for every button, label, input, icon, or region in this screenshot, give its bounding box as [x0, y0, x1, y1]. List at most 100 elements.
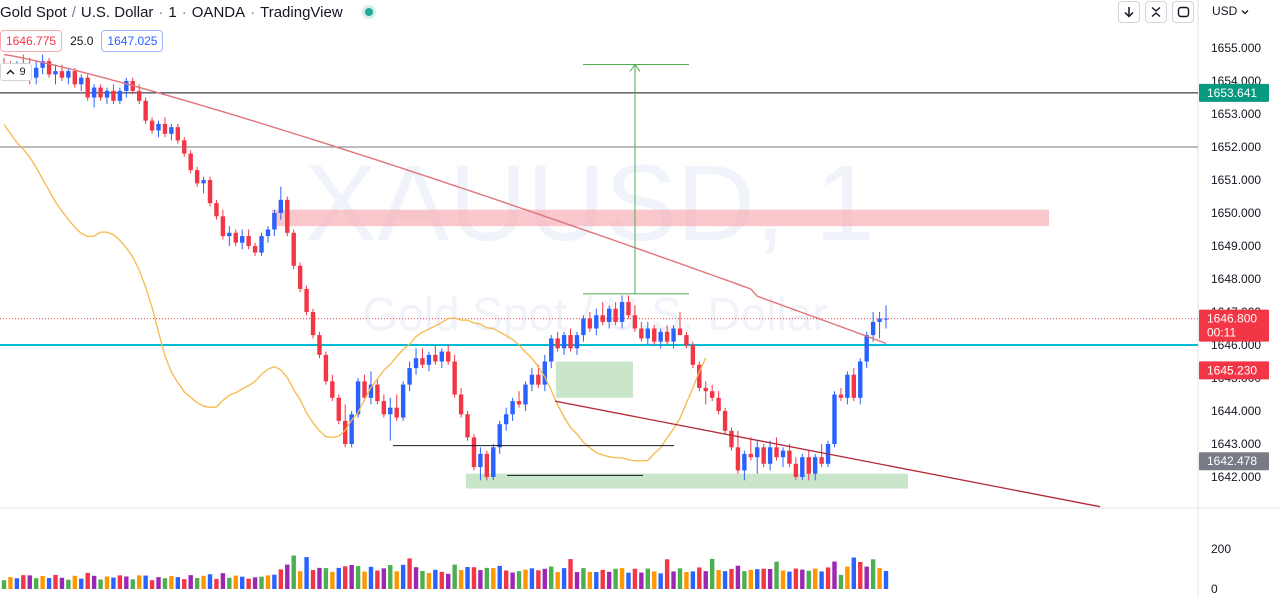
- volume-bar: [864, 566, 869, 589]
- candle-body: [355, 381, 361, 415]
- chevron-down-icon: [1241, 10, 1249, 15]
- volume-bar: [27, 575, 32, 589]
- volume-bar: [130, 579, 135, 589]
- candle-body: [259, 236, 264, 253]
- symbol-header[interactable]: Gold Spot / U.S. Dollar · 1 · OANDA · Tr…: [0, 0, 373, 24]
- candle-body: [104, 90, 110, 98]
- volume-bar: [162, 578, 168, 589]
- price-tag-label: 1645.230: [1207, 363, 1257, 377]
- candle-body: [523, 384, 528, 405]
- price-tick-label: 1644.000: [1211, 404, 1261, 418]
- price-tick-label: 1649.000: [1211, 239, 1261, 253]
- volume-bar: [729, 568, 734, 589]
- spread-value: 25.0: [70, 34, 94, 48]
- volume-bar: [349, 565, 354, 589]
- candle-body: [285, 199, 290, 233]
- candle-body: [561, 335, 567, 349]
- volume-bar: [40, 576, 45, 589]
- volume-bar: [684, 572, 689, 589]
- volume-bar: [336, 567, 341, 589]
- volume-bar: [420, 570, 425, 589]
- volume-bar: [214, 578, 219, 589]
- candle-body: [858, 361, 863, 398]
- candle-body: [33, 67, 39, 78]
- volume-bar: [188, 575, 193, 589]
- volume-bar: [388, 565, 393, 589]
- volume-bar: [33, 578, 39, 589]
- candle-body: [272, 213, 277, 230]
- volume-bar: [510, 572, 515, 589]
- volume-bar: [156, 577, 161, 589]
- candle-body: [787, 450, 792, 464]
- volume-bar: [529, 568, 535, 589]
- collapse-icon[interactable]: [1145, 1, 1167, 23]
- volume-bar: [748, 569, 754, 589]
- candle-body: [420, 358, 425, 365]
- candle-body: [336, 397, 341, 421]
- price-tick-label: 1650.000: [1211, 206, 1261, 220]
- volume-bar: [413, 567, 419, 589]
- candle-body: [182, 140, 187, 154]
- volume-bar: [304, 557, 309, 589]
- candle-body: [851, 374, 857, 398]
- candle-body: [870, 321, 876, 336]
- volume-bar: [381, 568, 387, 589]
- currency-selector[interactable]: USD: [1212, 4, 1249, 18]
- candle-body: [864, 335, 869, 362]
- indicators-toggle[interactable]: 9: [0, 63, 32, 81]
- volume-bar: [800, 569, 805, 589]
- candle-body: [53, 71, 58, 75]
- candle-body: [368, 384, 374, 398]
- fullscreen-icon[interactable]: [1172, 1, 1194, 23]
- candle-body: [806, 457, 811, 474]
- candle-body: [613, 308, 618, 322]
- price-tag: [1199, 361, 1269, 380]
- candle-body: [59, 71, 65, 78]
- volume-bar: [291, 555, 296, 589]
- volume-bar: [227, 577, 232, 589]
- candle-body: [838, 394, 844, 398]
- fast-moving-average-line: [3, 124, 707, 462]
- candle-body: [169, 127, 174, 134]
- indicators-count: 9: [19, 66, 26, 78]
- volume-bar: [503, 570, 509, 589]
- volume-bar: [400, 564, 406, 589]
- volume-bar: [85, 572, 90, 589]
- candle-body: [845, 374, 850, 398]
- volume-bar: [690, 571, 696, 589]
- volume-bar: [407, 558, 412, 589]
- volume-bar: [845, 566, 850, 589]
- candle-body: [491, 447, 496, 477]
- drawing-tools: [393, 63, 1101, 508]
- volume-bar: [317, 567, 322, 589]
- candle-body: [317, 335, 322, 355]
- volume-bar: [111, 577, 116, 589]
- volume-bar: [355, 566, 361, 589]
- buy-price-button[interactable]: 1647.025: [101, 30, 164, 52]
- quote-row: 1646.775 25.0 1647.025: [0, 30, 164, 52]
- sell-price-button[interactable]: 1646.775: [0, 30, 63, 52]
- volume-bar: [594, 572, 599, 589]
- volume-bar: [491, 568, 496, 589]
- volume-bar: [14, 578, 20, 589]
- volume-bar: [233, 575, 238, 589]
- candle-body: [755, 447, 760, 458]
- volume-bar: [832, 561, 837, 589]
- arrow-down-icon[interactable]: [1118, 1, 1140, 23]
- volume-bar: [671, 571, 676, 589]
- candle-body: [149, 120, 155, 131]
- candle-body: [639, 328, 644, 339]
- trend-line: [554, 400, 1101, 508]
- candle-body: [362, 381, 367, 398]
- symbol-name: Gold Spot: [0, 3, 67, 21]
- volume-bar: [606, 571, 612, 589]
- volume-bar: [66, 579, 71, 589]
- volume-bar: [652, 571, 657, 589]
- volume-bar: [761, 568, 766, 589]
- volume-bar: [549, 566, 554, 589]
- interval-label[interactable]: 1: [168, 3, 177, 21]
- candle-body: [832, 394, 837, 444]
- volume-bar: [870, 559, 876, 589]
- candle-body: [246, 236, 251, 246]
- market-status-icon[interactable]: [364, 8, 373, 16]
